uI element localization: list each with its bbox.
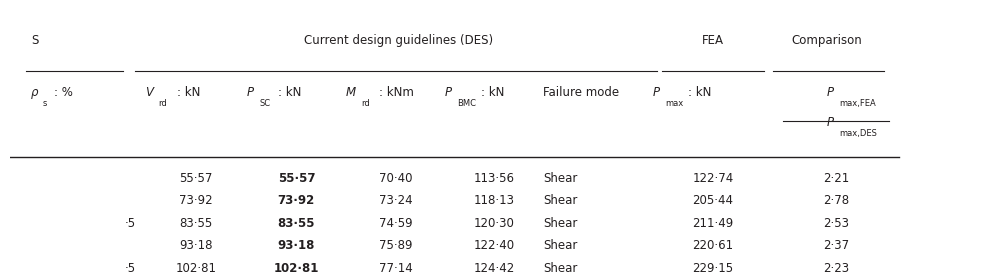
Text: 220·61: 220·61 xyxy=(692,239,734,252)
Text: Shear: Shear xyxy=(543,172,578,185)
Text: 73·92: 73·92 xyxy=(179,194,213,207)
Text: s: s xyxy=(42,100,47,108)
Text: P: P xyxy=(826,86,833,100)
Text: : kN: : kN xyxy=(277,86,301,100)
Text: 122·74: 122·74 xyxy=(692,172,734,185)
Text: P: P xyxy=(826,116,833,130)
Text: 83·55: 83·55 xyxy=(179,217,213,230)
Text: rd: rd xyxy=(159,100,168,108)
Text: 55·57: 55·57 xyxy=(179,172,213,185)
Text: 211·49: 211·49 xyxy=(692,217,734,230)
Text: S: S xyxy=(32,34,38,47)
Text: : kN: : kN xyxy=(481,86,505,100)
Text: : kNm: : kNm xyxy=(379,86,414,100)
Text: Current design guidelines (DES): Current design guidelines (DES) xyxy=(305,34,493,47)
Text: max,FEA: max,FEA xyxy=(839,100,876,108)
Text: P: P xyxy=(445,86,452,100)
Text: max,DES: max,DES xyxy=(839,130,877,138)
Text: 75·89: 75·89 xyxy=(379,239,412,252)
Text: : kN: : kN xyxy=(688,86,712,100)
Text: ρ: ρ xyxy=(32,86,38,100)
Text: BMC: BMC xyxy=(458,100,476,108)
Text: 205·44: 205·44 xyxy=(692,194,734,207)
Text: 73·24: 73·24 xyxy=(379,194,412,207)
Text: 2·53: 2·53 xyxy=(823,217,849,230)
Text: 120·30: 120·30 xyxy=(473,217,515,230)
Text: max: max xyxy=(665,100,683,108)
Text: 113·56: 113·56 xyxy=(473,172,515,185)
Text: 93·18: 93·18 xyxy=(179,239,213,252)
Text: ·5: ·5 xyxy=(124,262,135,275)
Text: : %: : % xyxy=(54,86,73,100)
Text: P: P xyxy=(653,86,660,100)
Text: ·5: ·5 xyxy=(124,217,135,230)
Text: Shear: Shear xyxy=(543,217,578,230)
Text: 77·14: 77·14 xyxy=(379,262,412,275)
Text: M: M xyxy=(346,86,356,100)
Text: Failure mode: Failure mode xyxy=(543,86,619,100)
Text: 102·81: 102·81 xyxy=(274,262,319,275)
Text: 2·78: 2·78 xyxy=(823,194,849,207)
Text: rd: rd xyxy=(362,100,371,108)
Text: 83·55: 83·55 xyxy=(278,217,316,230)
Text: 122·40: 122·40 xyxy=(473,239,515,252)
Text: Shear: Shear xyxy=(543,194,578,207)
Text: 74·59: 74·59 xyxy=(379,217,412,230)
Text: 73·92: 73·92 xyxy=(278,194,315,207)
Text: 93·18: 93·18 xyxy=(278,239,316,252)
Text: V: V xyxy=(145,86,153,100)
Text: 229·15: 229·15 xyxy=(692,262,734,275)
Text: : kN: : kN xyxy=(177,86,200,100)
Text: 55·57: 55·57 xyxy=(278,172,316,185)
Text: P: P xyxy=(246,86,253,100)
Text: FEA: FEA xyxy=(702,34,724,47)
Text: 2·21: 2·21 xyxy=(823,172,849,185)
Text: Shear: Shear xyxy=(543,262,578,275)
Text: Shear: Shear xyxy=(543,239,578,252)
Text: SC: SC xyxy=(259,100,270,108)
Text: 118·13: 118·13 xyxy=(473,194,515,207)
Text: 70·40: 70·40 xyxy=(379,172,412,185)
Text: 124·42: 124·42 xyxy=(473,262,515,275)
Text: 2·23: 2·23 xyxy=(823,262,849,275)
Text: Comparison: Comparison xyxy=(791,34,862,47)
Text: 102·81: 102·81 xyxy=(176,262,216,275)
Text: 2·37: 2·37 xyxy=(823,239,849,252)
